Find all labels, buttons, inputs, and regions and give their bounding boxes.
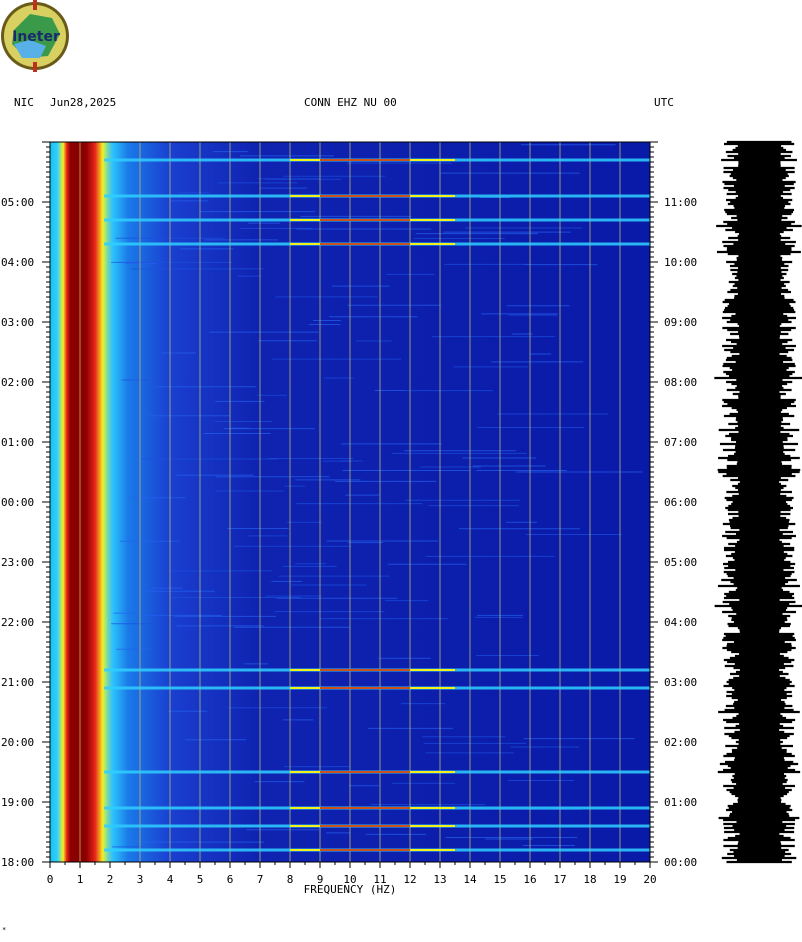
y-time-label-right: 07:00 bbox=[664, 436, 697, 449]
x-tick-label: 13 bbox=[433, 873, 446, 886]
ineter-logo: Ineter bbox=[0, 0, 80, 84]
x-tick-label: 16 bbox=[523, 873, 536, 886]
date-label: Jun28,2025 bbox=[50, 96, 117, 109]
x-tick-label: 14 bbox=[463, 873, 477, 886]
channel-label: CONN EHZ NU 00 bbox=[304, 96, 397, 109]
x-tick-label: 19 bbox=[613, 873, 626, 886]
y-time-label-left: 23:00 bbox=[1, 556, 34, 569]
y-time-label-left: 01:00 bbox=[1, 436, 34, 449]
y-time-label-right: 04:00 bbox=[664, 616, 697, 629]
corner-mark: * bbox=[2, 926, 7, 934]
x-tick-label: 17 bbox=[553, 873, 566, 886]
x-tick-label: 9 bbox=[317, 873, 324, 886]
x-tick-label: 15 bbox=[493, 873, 506, 886]
x-tick-label: 10 bbox=[343, 873, 356, 886]
x-axis-label: FREQUENCY (HZ) bbox=[304, 883, 397, 896]
y-time-label-right: 00:00 bbox=[664, 856, 697, 869]
x-tick-label: 7 bbox=[257, 873, 264, 886]
frequency-grid bbox=[79, 142, 621, 862]
y-time-label-left: 00:00 bbox=[1, 496, 34, 509]
y-time-label-right: 03:00 bbox=[664, 676, 697, 689]
x-tick-label: 20 bbox=[643, 873, 656, 886]
x-tick-label: 6 bbox=[227, 873, 234, 886]
y-time-label-left: 03:00 bbox=[1, 316, 34, 329]
x-tick-label: 12 bbox=[403, 873, 416, 886]
y-time-label-left: 05:00 bbox=[1, 196, 34, 209]
x-tick-label: 8 bbox=[287, 873, 294, 886]
y-time-label-left: 22:00 bbox=[1, 616, 34, 629]
network-label: NIC bbox=[14, 96, 34, 109]
x-tick-label: 5 bbox=[197, 873, 204, 886]
seismogram-trace bbox=[714, 140, 802, 864]
x-tick-label: 1 bbox=[77, 873, 84, 886]
x-tick-label: 18 bbox=[583, 873, 596, 886]
y-time-label-left: 20:00 bbox=[1, 736, 34, 749]
timezone-label: UTC bbox=[654, 96, 674, 109]
x-tick-label: 4 bbox=[167, 873, 174, 886]
y-time-label-left: 02:00 bbox=[1, 376, 34, 389]
event-lines bbox=[104, 158, 650, 852]
y-time-label-left: 21:00 bbox=[1, 676, 34, 689]
y-time-label-right: 02:00 bbox=[664, 736, 697, 749]
y-time-label-right: 11:00 bbox=[664, 196, 697, 209]
y-time-label-left: 04:00 bbox=[1, 256, 34, 269]
y-time-label-right: 09:00 bbox=[664, 316, 697, 329]
logo-text: Ineter bbox=[12, 29, 60, 45]
y-time-label-right: 05:00 bbox=[664, 556, 697, 569]
y-time-label-left: 19:00 bbox=[1, 796, 34, 809]
trace-body bbox=[714, 140, 802, 864]
x-tick-label: 3 bbox=[137, 873, 144, 886]
x-tick-label: 0 bbox=[47, 873, 54, 886]
y-time-label-right: 01:00 bbox=[664, 796, 697, 809]
y-time-label-right: 06:00 bbox=[664, 496, 697, 509]
y-time-label-right: 08:00 bbox=[664, 376, 697, 389]
x-tick-label: 11 bbox=[373, 873, 386, 886]
y-time-label-right: 10:00 bbox=[664, 256, 697, 269]
axes: 0 1 2 3 4 5 6 7 8 9 10 11 12 13 14 15 16 17 18 19 2005:0004:… bbox=[1, 141, 697, 886]
x-tick-label: 2 bbox=[107, 873, 114, 886]
y-time-label-left: 18:00 bbox=[1, 856, 34, 869]
